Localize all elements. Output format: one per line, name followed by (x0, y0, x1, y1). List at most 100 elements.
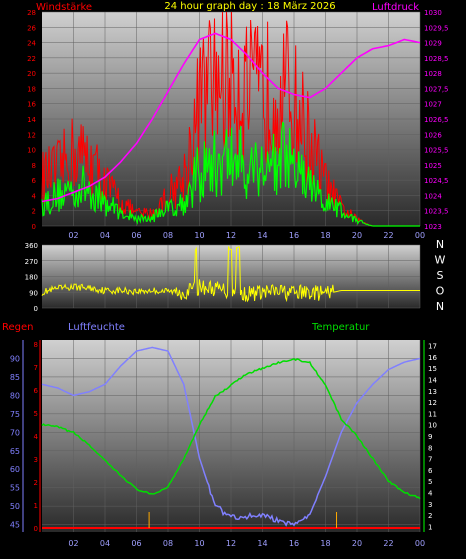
temperature-tick-label: 11 (428, 410, 437, 418)
pressure-tick-label: 1025 (424, 162, 442, 170)
x-tick-label: 00 (415, 539, 425, 548)
rain-tick-label: 8 (34, 341, 38, 349)
pressure-tick-label: 1025,5 (424, 147, 449, 155)
wind-tick-label: 16 (27, 101, 36, 109)
x-tick-label: 02 (68, 539, 78, 548)
wind-tick-label: 0 (32, 223, 36, 231)
pressure-tick-label: 1028,5 (424, 55, 449, 63)
x-tick-label: 00 (415, 231, 425, 240)
wind-tick-label: 28 (27, 9, 36, 17)
wind-tick-label: 10 (27, 147, 36, 155)
x-tick-label: 20 (352, 231, 362, 240)
rain-tick-label: 5 (34, 410, 38, 418)
pressure-axis-label: Luftdruck (372, 2, 419, 13)
panel2-series (41, 246, 420, 303)
temperature-tick-label: 1 (428, 523, 432, 531)
direction-tick-label: 360 (25, 242, 38, 250)
pressure-tick-label: 1023,5 (424, 208, 449, 216)
compass-label: N (436, 300, 444, 313)
x-tick-label: 14 (257, 231, 267, 240)
rain-tick-label: 0 (34, 525, 38, 533)
humidity-tick-label: 90 (10, 354, 20, 363)
panel3-series (41, 346, 421, 529)
rain-tick-label: 3 (34, 456, 38, 464)
pressure-tick-label: 1029,5 (424, 24, 449, 32)
wind-tick-label: 12 (27, 131, 36, 139)
temperature-tick-label: 6 (428, 467, 433, 475)
wind-tick-label: 18 (27, 85, 36, 93)
humidity-axis-ticks: 90 85 80 75 70 65 60 55 50 45 (10, 340, 24, 532)
humidity-line (41, 346, 421, 527)
pressure-tick-label: 1024 (424, 192, 442, 200)
temperature-tick-label: 7 (428, 456, 432, 464)
temperature-axis-ticks: 17 16 15 14 13 12 11 10 9 8 7 6 5 4 3 2 1 (423, 340, 437, 532)
x-tick-label: 08 (163, 539, 173, 548)
x-tick-label: 04 (100, 231, 110, 240)
x-tick-label: 18 (320, 231, 330, 240)
rain-tick-label: 6 (34, 387, 39, 395)
temperature-tick-label: 17 (428, 343, 437, 351)
humidity-tick-label: 70 (10, 428, 20, 437)
wind-tick-label: 24 (27, 40, 36, 48)
pressure-tick-label: 1027 (424, 101, 442, 109)
x-tick-label: 02 (68, 231, 78, 240)
x-tick-label: 10 (194, 539, 204, 548)
compass-label: N (436, 238, 444, 251)
wind-tick-label: 26 (27, 24, 36, 32)
x-tick-label: 12 (226, 231, 236, 240)
temperature-tick-label: 13 (428, 388, 437, 396)
pressure-axis-ticks: 1023 1023,5 1024 1024,5 1025 1025,5 1026 1026,5… (424, 9, 449, 231)
wind-tick-label: 20 (27, 70, 36, 78)
compass-label: S (437, 269, 444, 282)
humidity-tick-label: 65 (10, 447, 20, 456)
wind-tick-label: 6 (32, 177, 37, 185)
humidity-tick-label: 55 (10, 484, 20, 493)
x-tick-label: 06 (131, 539, 141, 548)
x-tick-label: 18 (320, 539, 330, 548)
direction-degree-ticks: 360 270 180 90 0 (25, 242, 38, 313)
pressure-tick-label: 1024,5 (424, 177, 449, 185)
x-tick-label: 08 (163, 231, 173, 240)
wind-tick-label: 14 (27, 116, 36, 124)
temperature-tick-label: 2 (428, 512, 432, 520)
temperature-tick-label: 9 (428, 433, 432, 441)
rain-tick-label: 7 (34, 364, 38, 372)
panel3-grid (42, 340, 421, 532)
pressure-tick-label: 1028 (424, 70, 442, 78)
pressure-tick-label: 1023 (424, 223, 442, 231)
temperature-tick-label: 10 (428, 422, 437, 430)
direction-tick-label: 90 (29, 289, 38, 297)
pressure-tick-label: 1026 (424, 131, 442, 139)
direction-tick-label: 270 (25, 258, 38, 266)
rain-tick-label: 4 (34, 433, 39, 441)
temperature-tick-label: 12 (428, 399, 437, 407)
compass-label: W (435, 254, 446, 267)
x-tick-label: 12 (226, 539, 236, 548)
x-tick-label: 22 (383, 231, 393, 240)
temperature-tick-label: 16 (428, 354, 437, 362)
humidity-tick-label: 80 (10, 391, 20, 400)
temperature-line (41, 357, 421, 500)
x-tick-label: 04 (100, 539, 110, 548)
x-tick-label: 14 (257, 539, 267, 548)
panel3-x-ticks: 02 04 06 08 10 12 14 16 18 20 22 00 (68, 539, 425, 548)
pressure-tick-label: 1026,5 (424, 116, 449, 124)
panel2-grid (42, 244, 421, 309)
wind-tick-label: 8 (32, 162, 36, 170)
direction-tick-label: 0 (34, 305, 38, 313)
x-tick-label: 06 (131, 231, 141, 240)
wind-direction-line (41, 246, 420, 303)
pressure-tick-label: 1030 (424, 9, 442, 17)
x-tick-label: 16 (289, 539, 299, 548)
x-tick-label: 22 (383, 539, 393, 548)
rain-tick-label: 1 (34, 502, 38, 510)
chart-title: 24 hour graph day : 18 März 2026 (164, 1, 335, 12)
temperature-tick-label: 5 (428, 478, 432, 486)
wind-axis-label: Windstärke (36, 2, 92, 13)
